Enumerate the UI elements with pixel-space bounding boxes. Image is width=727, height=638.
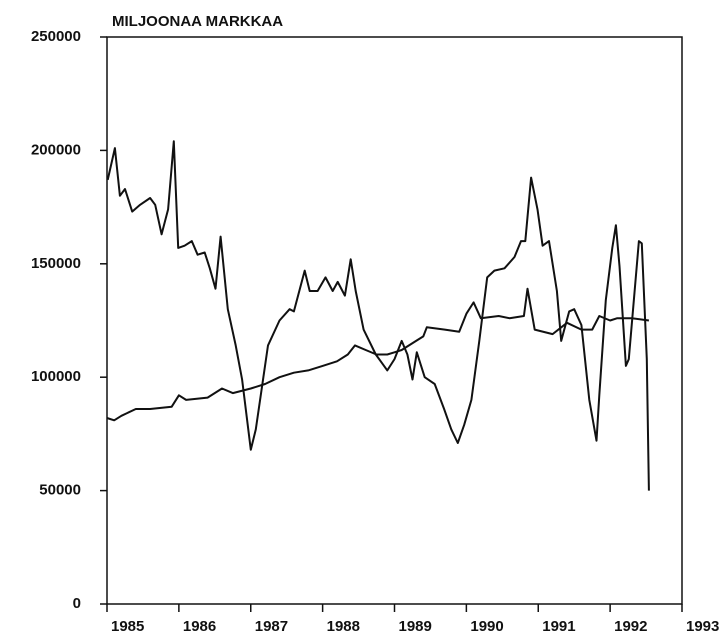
x-tick-label: 1993 — [686, 618, 719, 635]
x-tick-label: 1986 — [183, 618, 216, 635]
y-tick-label: 150000 — [31, 255, 81, 272]
chart-title: MILJOONAA MARKKAA — [112, 13, 283, 30]
x-tick-label: 1989 — [399, 618, 432, 635]
y-tick-label: 0 — [73, 595, 81, 612]
x-tick-label: 1991 — [542, 618, 575, 635]
data-line — [106, 287, 650, 422]
x-tick-label: 1990 — [470, 618, 503, 635]
y-tick-label: 50000 — [39, 482, 81, 499]
plot-frame — [106, 36, 683, 605]
y-tick-label: 200000 — [31, 141, 81, 158]
x-tick-label: 1988 — [327, 618, 360, 635]
y-tick-label: 250000 — [31, 28, 81, 45]
x-tick-label: 1987 — [255, 618, 288, 635]
x-tick-label: 1992 — [614, 618, 647, 635]
y-tick-label: 100000 — [31, 368, 81, 385]
data-line — [106, 140, 650, 491]
x-tick-label: 1985 — [111, 618, 144, 635]
